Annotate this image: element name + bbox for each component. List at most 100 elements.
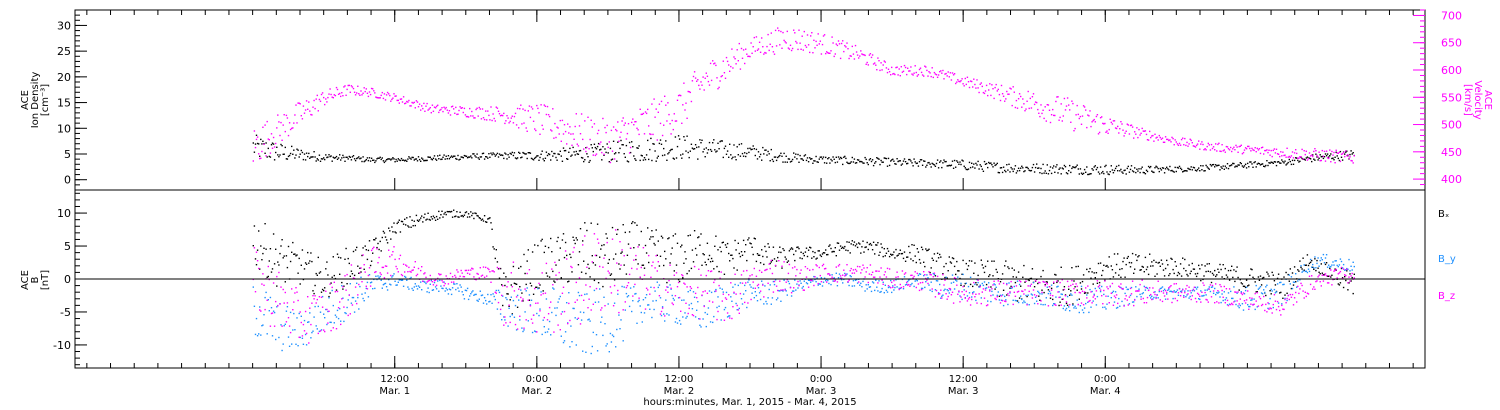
- velocity-point: [1291, 151, 1294, 153]
- bx-point: [664, 250, 666, 253]
- bx-point: [481, 218, 484, 220]
- velocity-point: [616, 130, 618, 132]
- bz-point: [849, 270, 851, 272]
- by-point: [315, 325, 317, 327]
- density-point: [914, 161, 916, 163]
- by-point: [971, 296, 973, 298]
- bz-point: [701, 294, 703, 296]
- bx-point: [818, 250, 820, 252]
- density-point: [1037, 167, 1039, 169]
- by-point: [1338, 264, 1341, 266]
- bx-point: [1214, 269, 1216, 272]
- bz-point: [833, 280, 835, 282]
- bz-point: [1005, 300, 1007, 303]
- bz-point: [794, 266, 796, 268]
- density-point: [966, 168, 969, 171]
- bx-point: [1007, 266, 1009, 268]
- density-point: [1138, 168, 1140, 170]
- bz-point: [817, 282, 819, 285]
- density-point: [1115, 165, 1118, 168]
- density-point: [473, 153, 475, 155]
- bz-point: [379, 272, 381, 274]
- by-point: [475, 293, 477, 296]
- density-point: [540, 153, 542, 155]
- velocity-point: [252, 160, 254, 162]
- velocity-point: [335, 86, 338, 89]
- bx-point: [864, 246, 866, 249]
- density-point: [459, 158, 461, 160]
- bx-point: [1351, 276, 1353, 279]
- velocity-point: [890, 74, 892, 76]
- velocity-point: [839, 57, 842, 60]
- velocity-point: [1326, 157, 1329, 159]
- bx-point: [1283, 276, 1285, 278]
- density-point: [550, 159, 552, 161]
- bz-point: [395, 265, 397, 268]
- bx-point: [423, 216, 425, 219]
- by-point: [866, 288, 868, 290]
- velocity-point: [637, 129, 639, 131]
- velocity-point: [874, 62, 876, 64]
- bz-point: [460, 269, 462, 272]
- by-point: [1120, 286, 1122, 289]
- density-point: [470, 155, 472, 157]
- bx-point: [1230, 269, 1232, 272]
- bz-point: [438, 273, 440, 275]
- bz-point: [278, 271, 280, 274]
- by-point: [1256, 306, 1258, 308]
- velocity-point: [837, 40, 840, 42]
- velocity-point: [801, 35, 803, 37]
- velocity-point: [1353, 155, 1355, 157]
- density-point: [916, 162, 918, 164]
- bx-point: [1297, 269, 1299, 271]
- by-point: [658, 284, 661, 286]
- bz-point: [698, 268, 700, 270]
- density-point: [439, 154, 441, 156]
- density-point: [761, 159, 763, 161]
- by-point: [561, 311, 564, 313]
- bz-point: [880, 267, 882, 269]
- by-point: [838, 273, 841, 275]
- velocity-point: [334, 94, 337, 97]
- bx-point: [341, 281, 343, 284]
- velocity-point: [568, 132, 570, 134]
- by-point: [1251, 299, 1253, 301]
- bx-point: [659, 255, 662, 257]
- bx-point: [1249, 274, 1251, 276]
- by-point: [585, 351, 587, 353]
- density-point: [528, 152, 531, 154]
- bx-point: [1353, 273, 1355, 275]
- density-point: [859, 161, 861, 163]
- by-point: [736, 309, 738, 311]
- density-point: [262, 140, 264, 142]
- bx-point: [996, 271, 998, 273]
- velocity-point: [967, 81, 970, 83]
- density-point: [1322, 157, 1325, 160]
- velocity-point: [456, 113, 458, 116]
- bx-point: [823, 252, 826, 254]
- bz-point: [588, 298, 590, 300]
- bz-point: [385, 265, 388, 267]
- density-point: [746, 152, 748, 155]
- bz-point: [606, 241, 608, 244]
- velocity-point: [1228, 149, 1231, 151]
- by-point: [529, 304, 532, 306]
- velocity-point: [1224, 151, 1226, 153]
- by-point: [656, 281, 658, 283]
- velocity-point: [297, 102, 299, 104]
- velocity-point: [759, 51, 762, 53]
- density-point: [1030, 169, 1033, 172]
- density-point: [967, 168, 970, 170]
- by-point: [359, 285, 361, 288]
- by-point: [1336, 264, 1338, 267]
- density-point: [649, 148, 651, 151]
- density-point: [421, 157, 423, 159]
- velocity-point: [1323, 150, 1326, 153]
- velocity-point: [425, 105, 427, 107]
- bx-point: [615, 253, 617, 255]
- velocity-point: [1305, 150, 1307, 152]
- by-point: [849, 275, 851, 277]
- bx-point: [464, 211, 467, 214]
- velocity-point: [525, 127, 527, 129]
- bx-point: [901, 252, 904, 255]
